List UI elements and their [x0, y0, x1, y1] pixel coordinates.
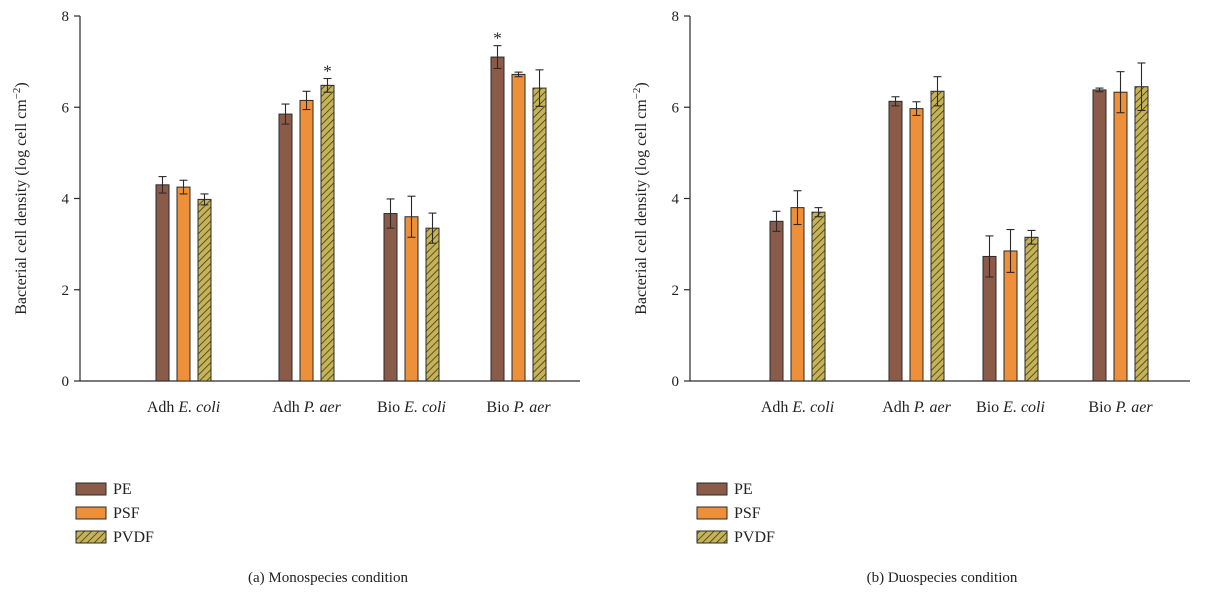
panel-caption: (a) Monospecies condition	[248, 570, 408, 586]
legend-label-pe: PE	[734, 481, 753, 498]
error-bar	[323, 77, 332, 93]
bar-psf	[790, 207, 805, 382]
bar-psf	[909, 108, 924, 382]
significance-marker: *	[323, 62, 332, 81]
error-bar	[428, 212, 437, 244]
legend: PE PSF PVDF	[75, 481, 154, 546]
bar-pvdf	[425, 227, 440, 382]
error-bar	[772, 210, 781, 232]
error-bar	[1027, 229, 1036, 245]
error-bar	[912, 101, 921, 117]
y-tick-label: 2	[62, 283, 70, 299]
panel-caption: (b) Duospecies condition	[867, 570, 1018, 586]
panel-a: 0 2 4 6 8 Bacterial cell density (log cell cm…	[11, 9, 580, 586]
error-bar	[514, 71, 523, 78]
error-bar	[386, 198, 395, 229]
error-bar	[933, 76, 942, 107]
error-bar	[535, 69, 544, 107]
legend-label-psf: PSF	[113, 505, 140, 522]
legend-label-pe: PE	[113, 481, 132, 498]
bar-pvdf	[811, 211, 826, 382]
y-tick-label: 6	[672, 100, 680, 116]
bar-pe	[383, 213, 398, 382]
bar-pe	[888, 100, 903, 382]
x-category-label: Bio P. aer	[486, 399, 551, 416]
legend-swatch-pe	[696, 482, 728, 496]
legend-swatch-pvdf	[75, 530, 107, 544]
error-bar	[179, 179, 188, 195]
bar-pe	[155, 184, 170, 382]
y-tick-label: 8	[672, 9, 680, 25]
y-axis-label: Bacterial cell density (log cell cm−2)	[631, 82, 650, 315]
bar-psf	[511, 73, 526, 382]
bar-pe	[490, 56, 505, 382]
error-bar	[1006, 228, 1015, 273]
legend-label-psf: PSF	[734, 505, 761, 522]
x-category-label: Bio P. aer	[1088, 399, 1153, 416]
x-category-label: Adh P. aer	[272, 399, 341, 416]
legend-swatch-psf	[75, 506, 107, 520]
bar-pvdf	[197, 198, 212, 382]
error-bar	[493, 45, 502, 70]
bar-pvdf	[1024, 236, 1039, 382]
legend-swatch-pvdf	[696, 530, 728, 544]
x-category-label: Bio E. coli	[976, 399, 1045, 416]
bar-pvdf	[320, 84, 335, 382]
y-tick-label: 8	[62, 9, 70, 25]
bar-psf	[176, 186, 191, 382]
legend-swatch-psf	[696, 506, 728, 520]
error-bar	[793, 190, 802, 226]
bar-pvdf	[1134, 86, 1149, 382]
bar-pvdf	[532, 87, 547, 382]
error-bar	[302, 90, 311, 111]
legend-swatch-pe	[75, 482, 107, 496]
y-tick-label: 4	[62, 192, 70, 208]
bar-psf	[404, 216, 419, 382]
y-tick-label: 2	[672, 283, 680, 299]
y-tick-label: 6	[62, 100, 70, 116]
y-tick-label: 4	[672, 192, 680, 208]
error-bar	[985, 235, 994, 278]
error-bar	[891, 96, 900, 107]
bar-pe	[769, 220, 784, 382]
error-bar	[1116, 71, 1125, 114]
error-bar	[158, 176, 167, 194]
legend-label-pvdf: PVDF	[734, 529, 775, 546]
error-bar	[200, 193, 209, 206]
y-tick-label: 0	[672, 374, 680, 390]
significance-marker: *	[493, 29, 502, 48]
bar-psf	[299, 99, 314, 382]
x-category-label: Adh E. coli	[147, 399, 220, 416]
x-category-label: Adh E. coli	[761, 399, 834, 416]
y-axis-label: Bacterial cell density (log cell cm−2)	[11, 82, 30, 315]
x-category-label: Adh P. aer	[882, 399, 951, 416]
error-bar	[1137, 62, 1146, 111]
error-bar	[407, 195, 416, 238]
x-category-label: Bio E. coli	[377, 399, 446, 416]
error-bar	[814, 207, 823, 218]
bar-pvdf	[930, 90, 945, 382]
error-bar	[281, 103, 290, 125]
error-bar	[1095, 87, 1104, 93]
bar-pe	[278, 113, 293, 382]
panel-b: 0 2 4 6 8 Bacterial cell density (log cell cm…	[631, 9, 1190, 586]
bar-pe	[1092, 89, 1107, 382]
bar-psf	[1113, 91, 1128, 382]
y-tick-label: 0	[62, 374, 70, 390]
legend: PE PSF PVDF	[696, 481, 775, 546]
legend-label-pvdf: PVDF	[113, 529, 154, 546]
